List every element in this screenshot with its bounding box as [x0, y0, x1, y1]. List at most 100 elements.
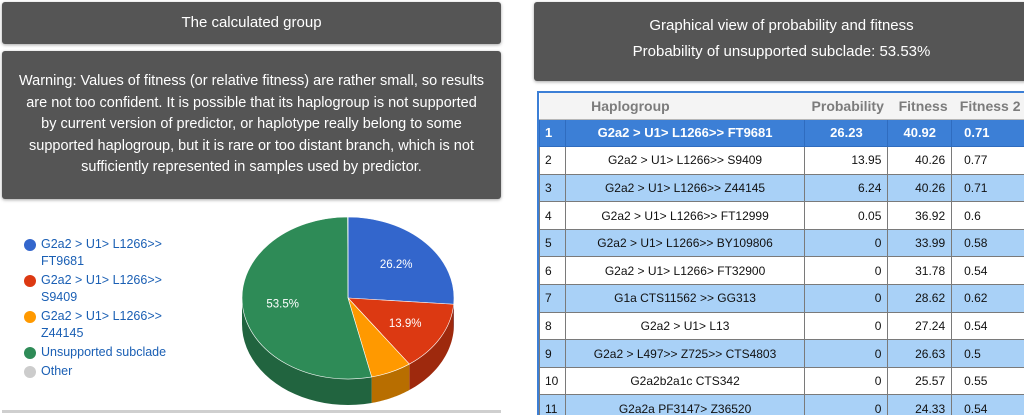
legend-label: G2a2 > U1> L1266>> FT9681 [41, 237, 162, 268]
table-row[interactable]: 3 G2a2 > U1> L1266>> Z44145 6.24 40.26 0.71 [539, 173, 1024, 203]
fitness-2-cell: 0.71 [951, 173, 1024, 203]
pie-slice[interactable] [347, 297, 455, 365]
fitness-cell: 26.63 [887, 339, 953, 368]
fitness-2-cell: 0.55 [951, 366, 1024, 396]
fitness-2-cell: 0.54 [951, 311, 1024, 341]
fitness-cell: 40.26 [887, 173, 953, 203]
legend-swatch [24, 366, 36, 378]
probability-cell: 0 [804, 228, 889, 258]
row-number: 10 [539, 366, 566, 396]
header-fitness-2[interactable]: Fitness 2 [951, 93, 1024, 120]
pie-chart: 26.2% 13.9% 53.5% [240, 206, 470, 411]
header-num[interactable] [539, 93, 566, 120]
row-number: 4 [539, 201, 566, 230]
pie-slice-side [409, 304, 454, 391]
row-number: 1 [539, 118, 566, 148]
fitness-cell: 27.24 [887, 311, 953, 341]
pie-slice-label: 26.2% [380, 259, 413, 271]
haplogroup-cell: G2a2 > U1> L1266>> BY109806 [564, 228, 806, 258]
table-row[interactable]: 11 G2a2a PF3147> Z36520 0 24.33 0.54 [539, 394, 1024, 415]
row-number: 9 [539, 339, 566, 368]
probability-cell: 6.24 [804, 173, 889, 203]
calculated-group-title-text: The calculated group [181, 14, 322, 31]
fitness-2-cell: 0.58 [951, 228, 1024, 258]
legend-swatch [24, 275, 36, 287]
legend-label: Unsupported subclade [41, 345, 167, 359]
legend-swatch [24, 311, 36, 323]
legend-item[interactable]: G2a2 > U1> L1266>> FT9681 [24, 236, 224, 270]
legend-swatch [24, 239, 36, 251]
legend-swatch [24, 347, 36, 359]
haplogroup-cell: G2a2 > U1> L1266>> FT9681 [564, 118, 806, 148]
row-number: 5 [539, 228, 566, 258]
legend-item[interactable]: G2a2 > U1> L1266>> S9409 [24, 272, 224, 306]
header-fitness[interactable]: Fitness [887, 93, 952, 120]
row-number: 6 [539, 256, 566, 286]
header-probability[interactable]: Probability [804, 93, 888, 120]
fitness-2-cell: 0.62 [951, 284, 1024, 313]
divider [2, 410, 501, 413]
legend-item[interactable]: Unsupported subclade [24, 344, 224, 361]
fitness-cell: 31.78 [887, 256, 953, 286]
header-haplogroup[interactable]: Haplogroup [565, 93, 805, 120]
haplogroup-cell: G1a CTS11562 >> GG313 [564, 284, 806, 313]
probability-cell: 0 [804, 366, 889, 396]
haplogroup-cell: G2a2b2a1c CTS342 [564, 366, 806, 396]
row-number: 11 [539, 394, 566, 415]
row-number: 8 [539, 311, 566, 341]
table-row[interactable]: 10 G2a2b2a1c CTS342 0 25.57 0.55 [539, 366, 1024, 396]
calculated-group-title: The calculated group [2, 2, 501, 44]
legend-label: Other [41, 364, 73, 378]
fitness-2-cell: 0.54 [951, 256, 1024, 286]
pie-slice[interactable] [241, 216, 373, 380]
haplogroup-cell: G2a2 > U1> L1266>> Z44145 [564, 173, 806, 203]
fitness-cell: 33.99 [887, 228, 953, 258]
haplogroup-cell: G2a2 > U1> L1266>> S9409 [564, 146, 806, 175]
probability-cell: 0 [804, 394, 889, 415]
row-number: 7 [539, 284, 566, 313]
unsupported-probability-text: Probability of unsupported subclade: 53.… [632, 43, 931, 60]
fitness-cell: 40.26 [887, 146, 953, 175]
legend-label: G2a2 > U1> L1266>> Z44145 [41, 309, 162, 340]
table-row[interactable]: 8 G2a2 > U1> L13 0 27.24 0.54 [539, 311, 1024, 341]
probability-cell: 0 [804, 339, 889, 368]
haplogroup-cell: G2a2 > L497>> Z725>> CTS4803 [564, 339, 806, 368]
haplogroup-cell: G2a2a PF3147> Z36520 [564, 394, 806, 415]
pie-slice-label: 53.5% [266, 299, 299, 311]
table-row[interactable]: 4 G2a2 > U1> L1266>> FT12999 0.05 36.92 0.6 [539, 201, 1024, 230]
warning-panel: Warning: Values of fitness (or relative … [2, 51, 501, 199]
fitness-cell: 28.62 [887, 284, 953, 313]
table-row[interactable]: 7 G1a CTS11562 >> GG313 0 28.62 0.62 [539, 284, 1024, 313]
table-header-row: Haplogroup Probability Fitness Fitness 2 [539, 93, 1024, 120]
probability-cell: 0 [804, 284, 889, 313]
pie-chart-svg: 26.2% 13.9% 53.5% [241, 216, 455, 405]
table-row[interactable]: 1 G2a2 > U1> L1266>> FT9681 26.23 40.92 0.71 [539, 118, 1024, 148]
fitness-2-cell: 0.71 [951, 118, 1024, 148]
pie-slice-side [371, 364, 410, 403]
legend-item[interactable]: Other [24, 363, 224, 380]
table-row[interactable]: 5 G2a2 > U1> L1266>> BY109806 0 33.99 0.58 [539, 228, 1024, 258]
warning-text: Warning: Values of fitness (or relative … [19, 73, 484, 175]
pie-slice[interactable] [347, 216, 455, 305]
pie-slice-side [242, 298, 372, 405]
table-row[interactable]: 6 G2a2 > U1> L1266> FT32900 0 31.78 0.54 [539, 256, 1024, 286]
probability-cell: 0 [804, 311, 889, 341]
fitness-cell: 25.57 [887, 366, 953, 396]
probability-cell: 0.05 [804, 201, 889, 230]
fitness-2-cell: 0.54 [951, 394, 1024, 415]
results-table-container[interactable]: Haplogroup Probability Fitness Fitness 2… [537, 91, 1024, 415]
haplogroup-cell: G2a2 > U1> L13 [564, 311, 806, 341]
haplogroup-cell: G2a2 > U1> L1266> FT32900 [564, 256, 806, 286]
fitness-2-cell: 0.6 [951, 201, 1024, 230]
legend-label: G2a2 > U1> L1266>> S9409 [41, 273, 162, 304]
table-row[interactable]: 9 G2a2 > L497>> Z725>> CTS4803 0 26.63 0.5 [539, 339, 1024, 368]
fitness-cell: 36.92 [887, 201, 953, 230]
pie-slice-label: 13.9% [389, 318, 422, 330]
fitness-2-cell: 0.5 [951, 339, 1024, 368]
probability-cell: 0 [804, 256, 889, 286]
fitness-cell: 24.33 [887, 394, 953, 415]
legend-item[interactable]: G2a2 > U1> L1266>> Z44145 [24, 308, 224, 342]
table-row[interactable]: 2 G2a2 > U1> L1266>> S9409 13.95 40.26 0.77 [539, 146, 1024, 175]
probability-cell: 13.95 [804, 146, 889, 175]
row-number: 3 [539, 173, 566, 203]
